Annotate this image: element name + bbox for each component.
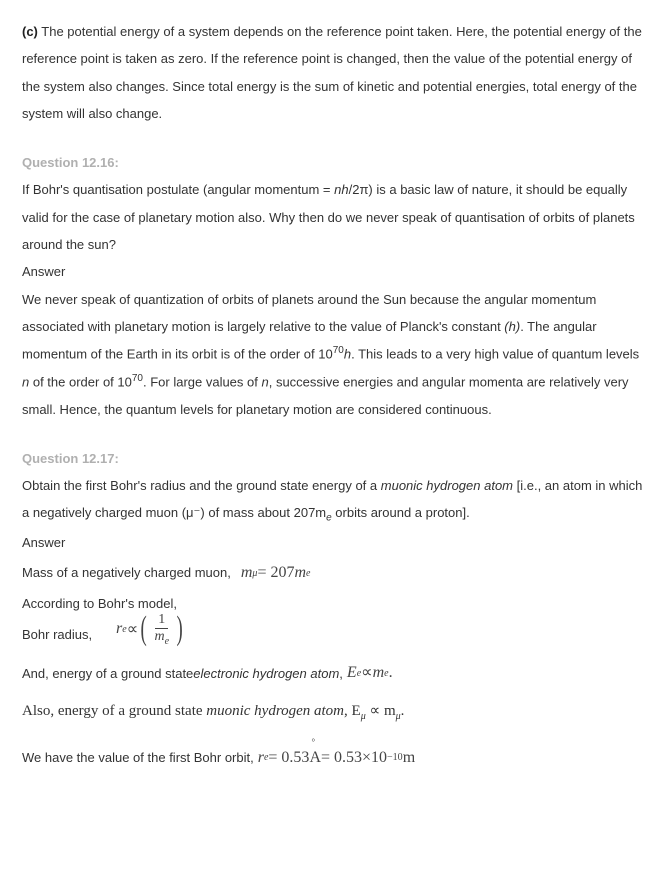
mass-pre: Mass of a negatively charged muon,	[22, 559, 231, 586]
question-16-prompt: If Bohr's quantisation postulate (angula…	[22, 176, 645, 258]
angstrom-icon: A	[309, 741, 321, 775]
q16-a2b: h	[344, 347, 351, 362]
en-m: m	[373, 656, 385, 690]
al-prop: ∝ m	[366, 703, 396, 719]
q17-answer-label: Answer	[22, 529, 645, 556]
fo-pre: We have the value of the first Bohr orbi…	[22, 744, 254, 771]
bohr-fraction: 1 me	[151, 612, 172, 646]
fo-unit: m	[403, 741, 415, 775]
q16-answer-body: We never speak of quantization of orbits…	[22, 286, 645, 423]
mf-rhs: m	[294, 556, 306, 590]
br-prop: ∝	[127, 619, 138, 639]
lparen-icon: (	[141, 617, 147, 641]
q16-exp1: 70	[333, 345, 344, 356]
q16-answer-label: Answer	[22, 258, 645, 285]
q16-a5: . For large values of	[143, 374, 262, 389]
q16-a4: of the order of 10	[29, 374, 132, 389]
en-prop: ∝	[361, 656, 372, 690]
al-dot: .	[401, 703, 405, 719]
q16-prompt-formula: nh	[334, 182, 348, 197]
section-c-paragraph: (c) The potential energy of a system dep…	[22, 18, 645, 127]
electronic-energy-formula: Ee ∝ me.	[343, 656, 397, 690]
q16-a3: . This leads to a very high value of qua…	[351, 347, 639, 362]
bohr-radius-formula: re ∝ ( 1 me )	[112, 612, 189, 646]
muon-mass-line: Mass of a negatively charged muon, mμ = …	[22, 556, 645, 590]
en-dot: .	[389, 656, 393, 690]
en-E: E	[347, 656, 357, 690]
electronic-energy-line: And, energy of a ground state electronic…	[22, 656, 645, 690]
mass-formula: mμ = 207me	[237, 556, 315, 590]
frac-den: me	[151, 629, 172, 647]
fd-m: m	[154, 629, 164, 644]
q16-n2: n	[261, 374, 268, 389]
frac-num: 1	[155, 612, 168, 628]
mf-lhs: m	[241, 556, 253, 590]
mf-eq: = 207	[257, 556, 294, 590]
fo-val: = 0.53	[268, 741, 309, 775]
question-16-heading: Question 12.16:	[22, 149, 645, 176]
bohr-label: Bohr radius,	[22, 621, 92, 648]
first-bohr-orbit-line: We have the value of the first Bohr orbi…	[22, 741, 645, 775]
en-pre: And, energy of a ground state	[22, 660, 193, 687]
q16-h: (h)	[504, 319, 520, 334]
bohr-radius-row: Bohr radius, re ∝ ( 1 me )	[22, 621, 645, 648]
q17-p-pre: Obtain the first Bohr's radius and the g…	[22, 478, 381, 493]
q16-prompt-pre: If Bohr's quantisation postulate (angula…	[22, 182, 334, 197]
fo-rest: = 0.53×10	[321, 741, 387, 775]
al-pre: Also, energy of a ground state	[22, 703, 206, 719]
fd-s: e	[165, 635, 169, 646]
muonic-energy-line: Also, energy of a ground state muonic hy…	[22, 696, 645, 727]
question-17-heading: Question 12.17:	[22, 445, 645, 472]
rparen-icon: )	[177, 617, 183, 641]
fo-exp: −10	[387, 747, 403, 768]
section-c-text: The potential energy of a system depends…	[22, 24, 642, 121]
section-c-label: (c)	[22, 24, 38, 39]
question-17-prompt: Obtain the first Bohr's radius and the g…	[22, 472, 645, 529]
q17-p-ital: muonic hydrogen atom	[381, 478, 513, 493]
en-ital: electronic hydrogen atom	[193, 660, 339, 687]
q16-exp2: 70	[132, 373, 143, 384]
mf-s2: e	[306, 563, 310, 584]
al-ital: muonic hydrogen atom	[206, 703, 344, 719]
al-post: , E	[344, 703, 361, 719]
q17-p-end: orbits around a proton].	[332, 505, 470, 520]
first-bohr-orbit-formula: re = 0.53 A = 0.53×10−10 m	[254, 741, 419, 775]
